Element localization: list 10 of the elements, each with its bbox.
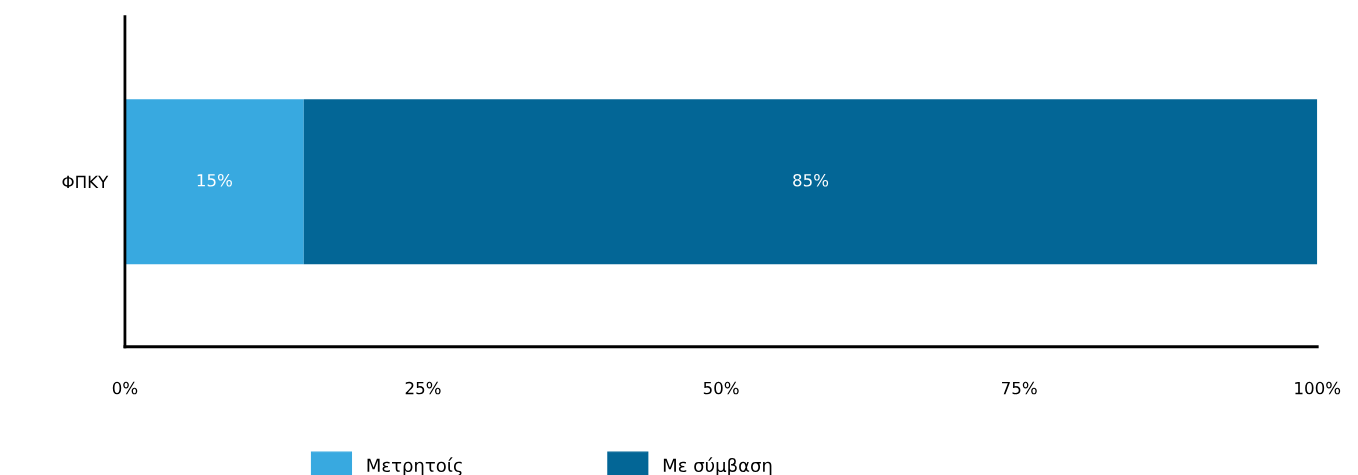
legend-label: Με σύμβαση [663, 457, 772, 475]
x-tick-label: 50% [703, 381, 739, 395]
data-label: 15% [197, 173, 232, 187]
x-tick-label: 25% [405, 381, 441, 395]
x-tick-label: 75% [1002, 381, 1037, 395]
y-tick-label: ΦΠΚΥ [62, 175, 109, 189]
legend-label: Μετρητοίς [367, 457, 462, 475]
x-tick-label: 100% [1295, 381, 1341, 395]
x-tick-label: 0% [112, 381, 138, 395]
data-label: 85% [793, 173, 829, 187]
